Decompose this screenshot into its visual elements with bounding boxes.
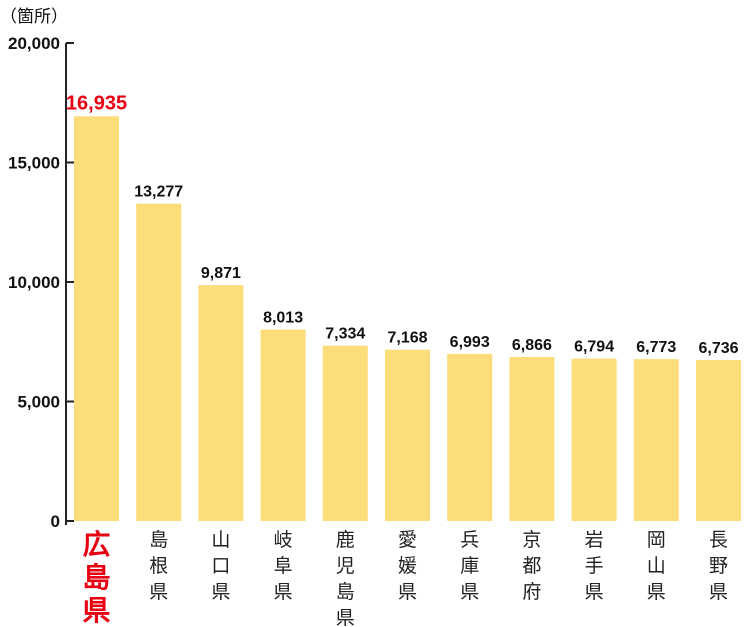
- category-label-char: 岐: [274, 529, 293, 551]
- category-label-char: 山: [647, 555, 666, 577]
- category-label-char: 県: [274, 582, 293, 603]
- category-label-char: 媛: [398, 555, 417, 577]
- y-axis: 0 5,000 10,000 15,000 20,000: [8, 34, 74, 531]
- bars: [74, 116, 741, 522]
- bar: [633, 359, 679, 521]
- bar-value-label: 9,871: [201, 265, 241, 282]
- y-unit-label: （箇所）: [0, 7, 68, 26]
- category-label-char: 岡: [647, 530, 666, 551]
- bar-value-label: 6,794: [574, 339, 614, 356]
- category-label: 山口県: [211, 529, 230, 603]
- category-label: 長野県: [709, 530, 728, 603]
- bar-value-label: 13,277: [134, 184, 183, 201]
- category-label-char: 島: [336, 581, 355, 603]
- category-label: 岡山県: [647, 530, 666, 603]
- category-label-char: 県: [709, 582, 728, 603]
- category-label: 広島県: [82, 529, 110, 626]
- category-label: 岐阜県: [274, 529, 293, 603]
- bar: [696, 360, 741, 521]
- category-label-char: 手: [585, 555, 604, 577]
- bar-value-label: 6,866: [512, 337, 552, 354]
- bar-value-label: 6,993: [450, 334, 490, 351]
- bar: [260, 329, 306, 521]
- category-label-char: 京: [522, 529, 541, 551]
- bar: [322, 345, 368, 521]
- y-tick-label: 15,000: [8, 154, 60, 173]
- y-tick-label: 20,000: [8, 34, 60, 53]
- category-label-char: 児: [336, 555, 355, 577]
- bar-value-label: 8,013: [263, 309, 303, 326]
- bar: [447, 353, 493, 521]
- y-tick-label: 10,000: [8, 273, 60, 292]
- category-label-char: 広: [82, 529, 110, 560]
- bar: [198, 285, 244, 521]
- bar-value-label: 6,736: [698, 340, 738, 357]
- category-label-char: 県: [460, 582, 479, 603]
- category-label-char: 島: [149, 529, 168, 551]
- category-label-char: 口: [211, 556, 230, 577]
- bar: [571, 358, 617, 521]
- category-label-char: 山: [211, 529, 230, 551]
- category-label: 島根県: [149, 529, 168, 603]
- bar: [385, 349, 430, 521]
- value-labels: 16,935 13,277 9,871 8,013 7,334 7,168 6,993 6,8…: [66, 92, 739, 357]
- bar: [509, 356, 555, 521]
- bar-value-label: 16,935: [66, 92, 127, 114]
- bar: [74, 116, 119, 521]
- bar-value-label: 7,334: [325, 326, 365, 343]
- category-label-char: 県: [647, 582, 666, 603]
- category-label-char: 県: [336, 608, 355, 627]
- bar-value-label: 7,168: [387, 330, 427, 347]
- category-label-char: 阜: [274, 555, 293, 577]
- category-label-char: 島: [82, 562, 110, 593]
- category-label-char: 県: [585, 582, 604, 603]
- category-label-char: 兵: [460, 529, 479, 551]
- category-label-char: 長: [709, 530, 728, 551]
- y-tick-label: 0: [51, 512, 60, 531]
- category-label-char: 県: [211, 582, 230, 603]
- category-label-char: 県: [398, 582, 417, 603]
- category-label: 京都府: [522, 529, 541, 603]
- category-label: 兵庫県: [460, 529, 479, 603]
- category-label: 岩手県: [585, 529, 604, 603]
- category-label-char: 根: [149, 555, 168, 577]
- bar: [136, 203, 182, 522]
- category-label-char: 鹿: [336, 529, 355, 551]
- category-label-char: 府: [522, 581, 541, 603]
- y-tick-label: 5,000: [17, 393, 60, 412]
- category-label-char: 野: [709, 556, 728, 577]
- category-label-char: 岩: [585, 529, 604, 551]
- category-label-char: 庫: [460, 555, 479, 577]
- bar-value-label: 6,773: [636, 339, 676, 356]
- category-label-char: 愛: [398, 529, 417, 551]
- category-label-char: 県: [149, 582, 168, 603]
- category-label-char: 県: [82, 595, 110, 626]
- category-label-char: 都: [522, 555, 541, 577]
- category-label: 愛媛県: [398, 529, 417, 603]
